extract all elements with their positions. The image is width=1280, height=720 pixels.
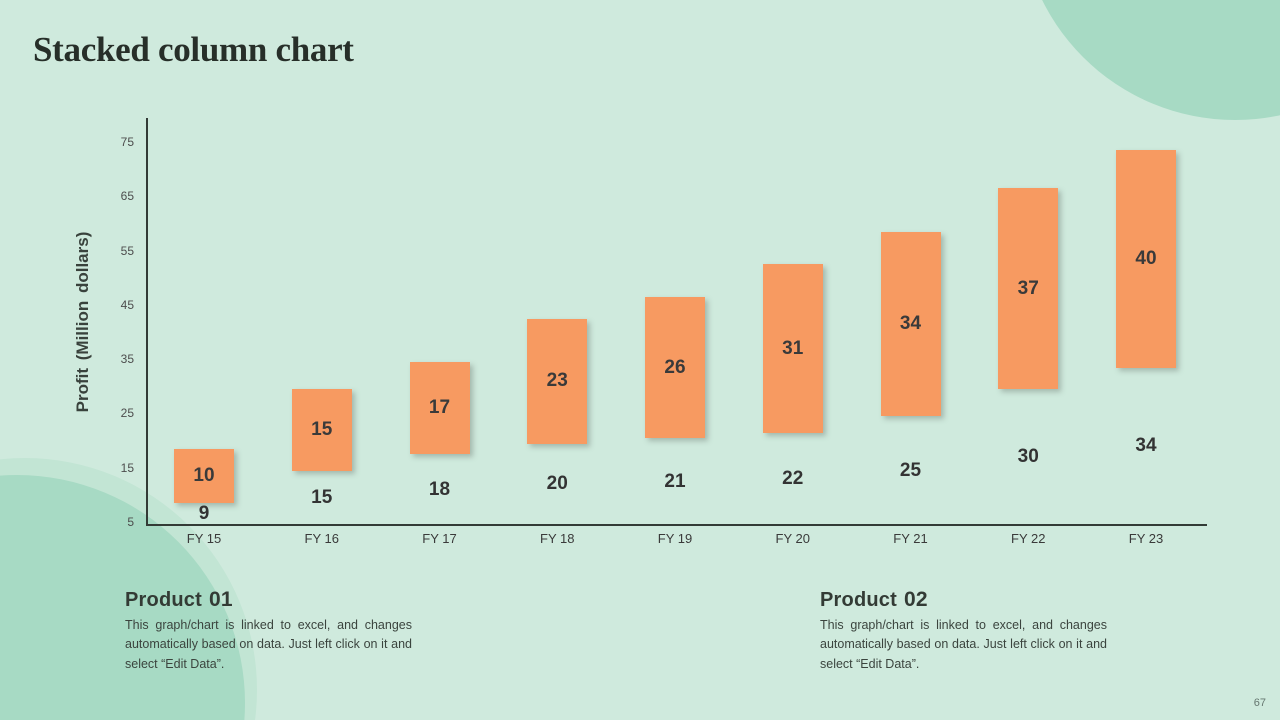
footnote-product-02: Product 02 This graph/chart is linked to … bbox=[820, 588, 1107, 674]
x-axis-category-label: FY 17 bbox=[422, 531, 457, 546]
y-tick-label: 5 bbox=[127, 515, 134, 529]
footnote-heading-number: 01 bbox=[208, 588, 233, 611]
y-tick-label: 55 bbox=[120, 243, 134, 258]
x-axis-category-label: FY 20 bbox=[775, 531, 810, 546]
footnote-heading-word: Product bbox=[820, 589, 897, 611]
bar-value-label-product-01: 9 bbox=[198, 503, 210, 525]
bar-segment-product-02: 15 bbox=[291, 389, 352, 471]
y-tick-label: 25 bbox=[120, 406, 134, 421]
x-axis-category-label: FY 15 bbox=[186, 531, 222, 546]
x-axis-category-label: FY 19 bbox=[657, 531, 693, 546]
footnote-heading: Product 02 bbox=[820, 588, 1107, 612]
bar-value-label-product-02: 17 bbox=[428, 397, 451, 419]
bar-value-label-product-02: 15 bbox=[311, 418, 333, 440]
bar-segment-product-02: 34 bbox=[880, 231, 941, 417]
bar-value-label-product-02: 26 bbox=[664, 356, 686, 378]
y-tick-label: 35 bbox=[120, 352, 134, 367]
bar-value-label-product-02: 40 bbox=[1135, 247, 1157, 269]
page-number: 67 bbox=[1253, 697, 1266, 709]
bar-segment-product-02: 37 bbox=[998, 188, 1059, 390]
x-axis-category-label: FY 21 bbox=[893, 531, 928, 546]
footnote-body: This graph/chart is linked to excel, and… bbox=[820, 618, 1107, 671]
bar-value-label-product-02: 34 bbox=[899, 313, 922, 335]
y-tick-label: 65 bbox=[120, 189, 134, 204]
y-axis-line bbox=[146, 118, 148, 525]
bar-segment-product-02: 23 bbox=[527, 318, 588, 444]
footnote-heading: Product 01 bbox=[125, 588, 412, 612]
footnote-heading-number: 02 bbox=[903, 588, 928, 611]
bar-value-label-product-01: 21 bbox=[664, 470, 686, 492]
bar-segment-product-02: 10 bbox=[174, 448, 234, 504]
bar-value-label-product-01: 20 bbox=[546, 473, 568, 495]
bar-value-label-product-02: 31 bbox=[782, 337, 804, 359]
y-tick-label: 15 bbox=[120, 460, 134, 475]
bar-segment-product-02: 17 bbox=[409, 362, 470, 455]
y-tick-label: 75 bbox=[120, 134, 134, 149]
bar-value-label-product-01: 25 bbox=[899, 459, 922, 481]
bar-value-label-product-01: 34 bbox=[1135, 435, 1157, 457]
bar-segment-product-02: 40 bbox=[1116, 150, 1176, 368]
y-tick-label: 45 bbox=[120, 297, 134, 312]
x-axis-category-label: FY 18 bbox=[540, 531, 575, 546]
x-axis-category-label: FY 22 bbox=[1011, 531, 1046, 546]
x-axis-category-label: FY 16 bbox=[304, 531, 339, 546]
slide-title: Stacked column chart bbox=[33, 30, 354, 69]
footnote-product-01: Product 01 This graph/chart is linked to … bbox=[125, 588, 412, 674]
bar-value-label-product-02: 37 bbox=[1017, 277, 1039, 299]
bar-segment-product-02: 31 bbox=[762, 264, 823, 433]
bar-value-label-product-02: 23 bbox=[546, 370, 568, 392]
bar-value-label-product-01: 30 bbox=[1017, 446, 1039, 468]
bar-value-label-product-01: 18 bbox=[428, 478, 451, 500]
bar-value-label-product-01: 22 bbox=[782, 467, 804, 489]
bar-value-label-product-02: 10 bbox=[193, 465, 215, 487]
x-axis-line bbox=[146, 524, 1207, 526]
footnote-heading-word: Product bbox=[125, 589, 202, 611]
x-axis-category-label: FY 23 bbox=[1128, 531, 1164, 546]
footnote-body: This graph/chart is linked to excel, and… bbox=[125, 618, 412, 671]
bar-value-label-product-01: 15 bbox=[311, 486, 333, 508]
bar-segment-product-02: 26 bbox=[645, 296, 705, 439]
